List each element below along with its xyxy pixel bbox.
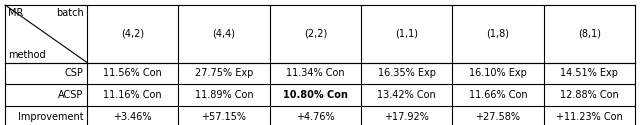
Text: batch: batch bbox=[56, 8, 84, 18]
Text: 13.42% Con: 13.42% Con bbox=[377, 90, 436, 100]
Text: +11.23% Con: +11.23% Con bbox=[556, 112, 623, 122]
Text: CSP: CSP bbox=[65, 68, 83, 78]
Text: 27.75% Exp: 27.75% Exp bbox=[195, 68, 253, 78]
Text: ACSP: ACSP bbox=[58, 90, 83, 100]
Text: (1,8): (1,8) bbox=[486, 29, 509, 39]
Text: 14.51% Exp: 14.51% Exp bbox=[560, 68, 618, 78]
Text: (1,1): (1,1) bbox=[395, 29, 418, 39]
Text: +17.92%: +17.92% bbox=[384, 112, 429, 122]
Text: 10.80% Con: 10.80% Con bbox=[283, 90, 348, 100]
Text: (8,1): (8,1) bbox=[578, 29, 601, 39]
Text: 16.35% Exp: 16.35% Exp bbox=[378, 68, 436, 78]
Text: (4,2): (4,2) bbox=[121, 29, 144, 39]
Text: 16.10% Exp: 16.10% Exp bbox=[469, 68, 527, 78]
Text: 11.34% Con: 11.34% Con bbox=[286, 68, 344, 78]
Text: 12.88% Con: 12.88% Con bbox=[560, 90, 619, 100]
Text: +3.46%: +3.46% bbox=[113, 112, 152, 122]
Text: 11.56% Con: 11.56% Con bbox=[103, 68, 162, 78]
Text: 11.66% Con: 11.66% Con bbox=[468, 90, 527, 100]
Text: 11.16% Con: 11.16% Con bbox=[104, 90, 162, 100]
Text: (2,2): (2,2) bbox=[304, 29, 327, 39]
Text: +4.76%: +4.76% bbox=[296, 112, 335, 122]
Text: +27.58%: +27.58% bbox=[476, 112, 520, 122]
Text: +57.15%: +57.15% bbox=[202, 112, 246, 122]
Text: method: method bbox=[8, 50, 46, 60]
Text: 11.89% Con: 11.89% Con bbox=[195, 90, 253, 100]
Text: Improvement: Improvement bbox=[17, 112, 83, 122]
Text: MR: MR bbox=[8, 8, 24, 18]
Text: (4,4): (4,4) bbox=[212, 29, 236, 39]
